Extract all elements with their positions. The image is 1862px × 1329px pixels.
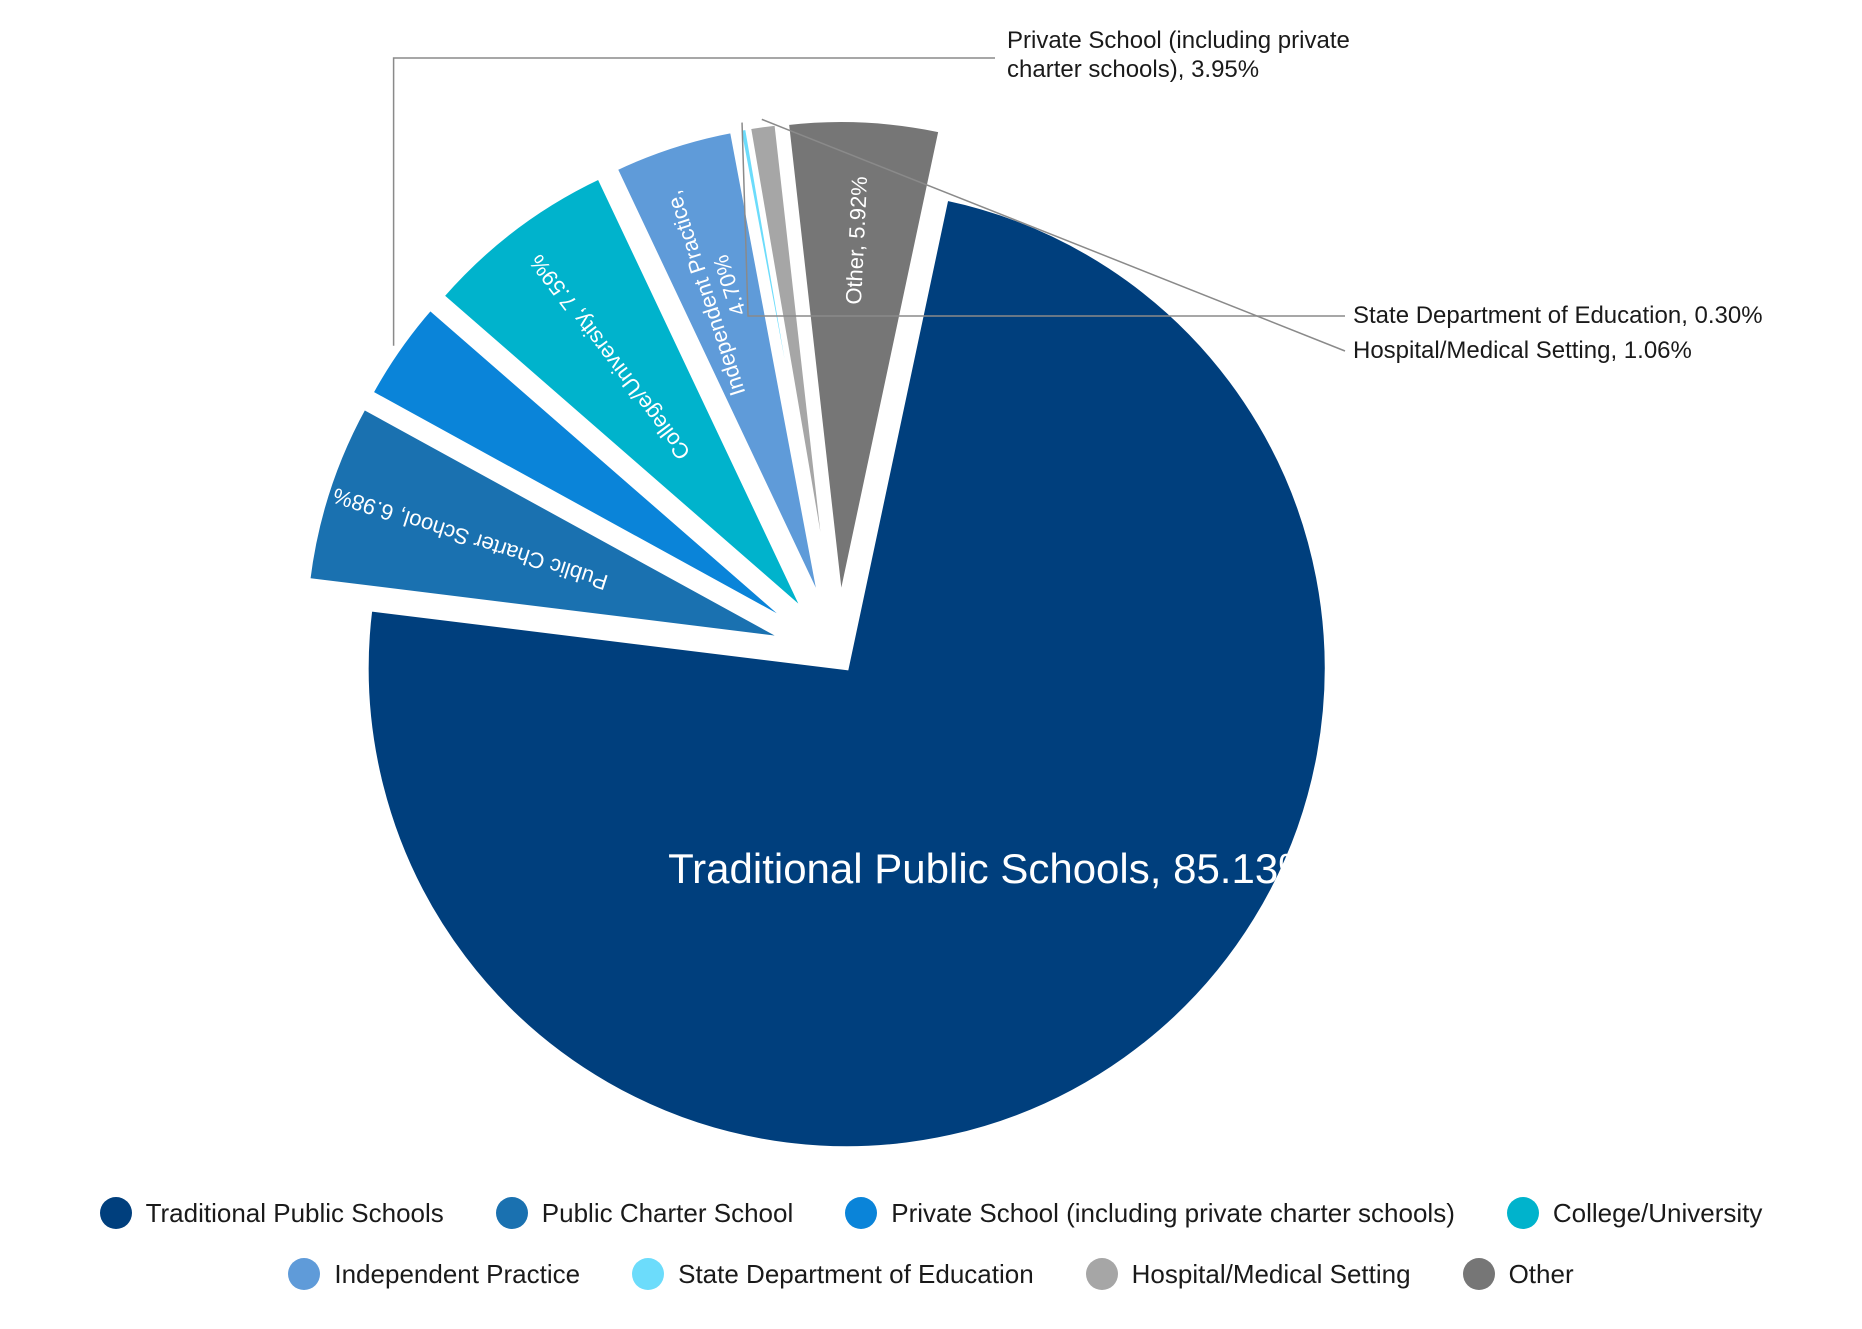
legend-row-2: Independent Practice State Department of… (0, 1258, 1862, 1290)
legend-item-public-charter-school: Public Charter School (495, 1197, 794, 1229)
legend-swatch (1506, 1197, 1539, 1229)
legend-item-private-school: Private School (including private charte… (845, 1197, 1455, 1229)
legend-item-traditional-public-schools: Traditional Public Schools (99, 1197, 444, 1229)
slice-label-traditional-public-schools: Traditional Public Schools, 85.13% (668, 845, 1315, 892)
legend-label: Traditional Public Schools (145, 1197, 444, 1228)
pie-slices (306, 118, 1329, 1151)
pie-slice-state-department-of-education (736, 125, 831, 602)
pie-slice-public-charter-school (306, 405, 786, 641)
legend-swatch (1462, 1258, 1495, 1290)
legend-swatch (495, 1197, 528, 1229)
pie-slice-traditional-public-schools (364, 196, 1329, 1151)
legend-label: State Department of Education (678, 1258, 1034, 1289)
legend-item-college-university: College/University (1506, 1197, 1763, 1229)
pie-slice-hospital-medical-setting (746, 121, 833, 601)
callout-line-hospital-medical-setting (761, 118, 1346, 352)
legend-item-other: Other (1462, 1258, 1574, 1290)
pie-slice-other (784, 118, 943, 601)
legend-label: Other (1508, 1258, 1574, 1289)
slice-label-other: Other, 5.92% (841, 176, 872, 305)
callout-line-state-department-of-education (741, 122, 1345, 317)
legend-row-1: Traditional Public Schools Public Charte… (0, 1197, 1862, 1229)
legend-item-independent-practice: Independent Practice (288, 1258, 580, 1290)
legend-label: Independent Practice (334, 1258, 581, 1289)
legend-label: College/University (1552, 1197, 1763, 1228)
legend-swatch (288, 1258, 321, 1290)
pie-slice-independent-practice (612, 128, 823, 604)
callout-label-state-department-of-education: State Department of Education, 0.30% (1353, 302, 1763, 329)
callout-line-private-school-including-private-charter-schools (392, 57, 995, 346)
callout-label-private-school-including-private-charter-schools: Private School (including private charter… (1007, 27, 1350, 83)
legend-item-state-department-of-education: State Department of Education (632, 1258, 1034, 1290)
legend-label: Public Charter School (541, 1197, 794, 1228)
legend-swatch (845, 1197, 878, 1229)
legend-swatch (99, 1197, 132, 1229)
pie-slice-private-school-including-private-charter-schools (368, 305, 794, 626)
legend-label: Hospital/Medical Setting (1131, 1258, 1411, 1289)
legend-swatch (1085, 1258, 1118, 1290)
pie-slice-college-university (439, 174, 807, 613)
callout-label-hospital-medical-setting: Hospital/Medical Setting, 1.06% (1353, 337, 1692, 364)
legend-label: Private School (including private charte… (891, 1197, 1455, 1228)
legend-item-hospital-medical-setting: Hospital/Medical Setting (1085, 1258, 1411, 1290)
legend-swatch (632, 1258, 665, 1290)
